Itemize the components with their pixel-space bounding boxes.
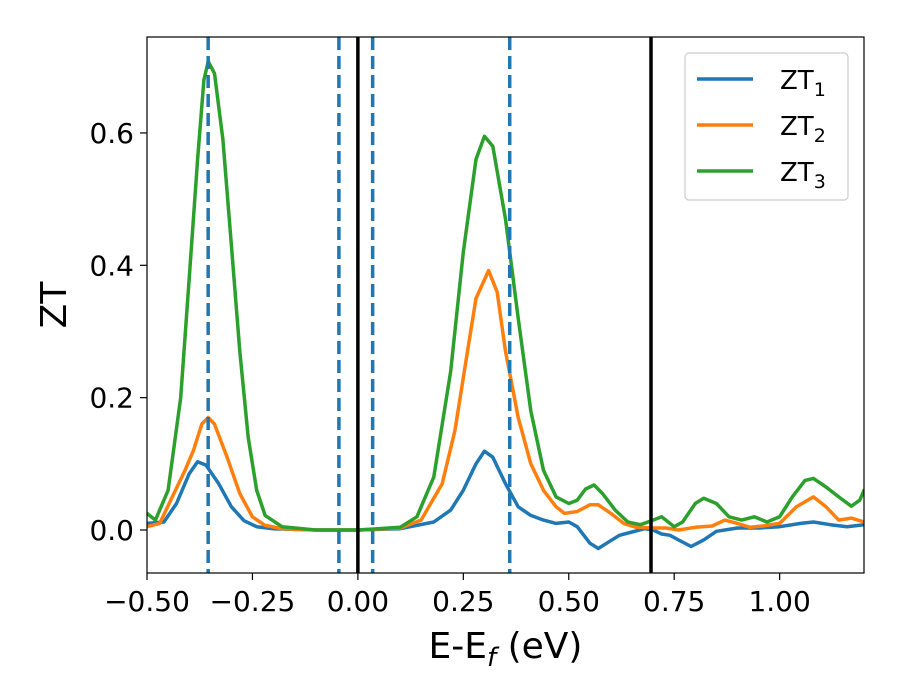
x-tick-label: −0.25 [210, 585, 296, 618]
axes: −0.50 −0.25 0.00 0.25 0.50 0.75 1.00 0.0 0.2 0.4 0… [89, 36, 865, 618]
plot-area [147, 37, 864, 573]
legend-label-sub: 3 [814, 171, 826, 193]
x-label-main: E-E [429, 626, 487, 667]
legend-label-zt1: ZT1 [780, 66, 826, 101]
legend-label-main: ZT [780, 112, 814, 142]
legend-label-sub: 2 [814, 125, 826, 147]
x-tick-label: 0.00 [327, 585, 389, 618]
x-tick-label: −0.50 [104, 585, 190, 618]
x-tick-label: 0.75 [643, 585, 705, 618]
legend-label-zt3: ZT3 [780, 158, 826, 193]
x-tick-label: 1.00 [748, 585, 810, 618]
series-line-zt1 [147, 449, 864, 551]
x-tick-label: 0.25 [432, 585, 494, 618]
y-tick-label: 0.0 [89, 514, 134, 547]
y-tick-label: 0.6 [89, 117, 134, 150]
series-line-zt3 [147, 59, 864, 532]
legend-label-sub: 1 [814, 79, 826, 101]
series-line-zt2 [147, 268, 864, 532]
x-axis-label: E-Ef (eV) [429, 626, 583, 673]
legend-label-main: ZT [780, 66, 814, 96]
plot-content [147, 37, 864, 573]
x-label-unit: (eV) [496, 626, 582, 667]
x-tick-label: 0.50 [538, 585, 600, 618]
y-axis-label: ZT [34, 281, 75, 329]
legend-label-main: ZT [780, 158, 814, 188]
y-tick-label: 0.4 [89, 249, 134, 282]
y-tick-label: 0.2 [89, 382, 134, 415]
plot-frame [146, 36, 865, 574]
legend-label-zt2: ZT2 [780, 112, 826, 147]
legend-box [684, 52, 849, 201]
